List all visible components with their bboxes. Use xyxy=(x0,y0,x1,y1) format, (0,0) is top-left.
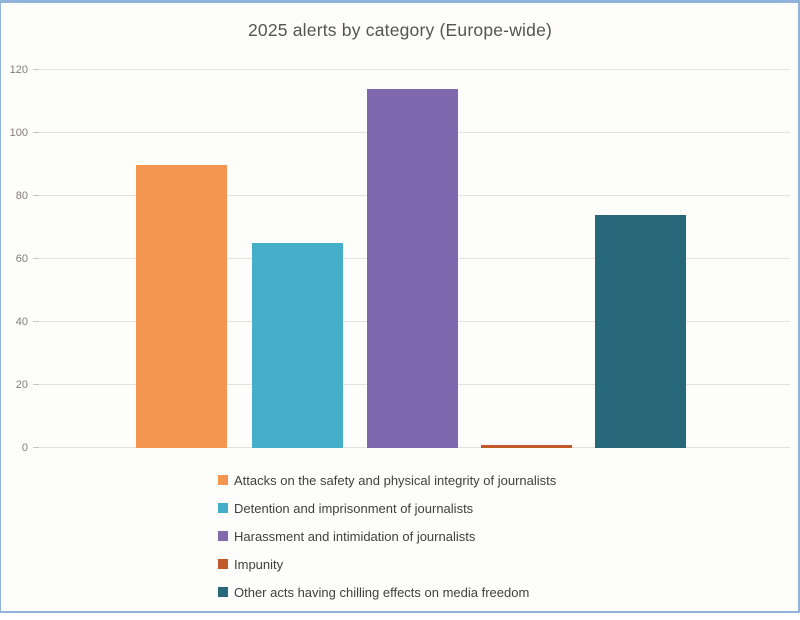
legend-item: Harassment and intimidation of journalis… xyxy=(218,529,556,544)
bar-0 xyxy=(136,164,227,448)
axis-tick-mark xyxy=(33,132,39,133)
axis-tick-mark xyxy=(33,258,39,259)
legend-color-swatch-icon xyxy=(218,503,228,513)
legend-label: Harassment and intimidation of journalis… xyxy=(234,529,476,544)
y-tick-label: 80 xyxy=(15,190,28,202)
plot-area xyxy=(33,69,790,448)
legend-color-swatch-icon xyxy=(218,559,228,569)
legend-label: Other acts having chilling effects on me… xyxy=(234,585,530,600)
y-axis: 0 20 40 60 80 100 120 xyxy=(0,64,30,454)
bar-1 xyxy=(252,243,343,448)
bar-3 xyxy=(481,444,572,448)
y-tick-label: 60 xyxy=(15,253,28,265)
axis-tick-mark xyxy=(33,321,39,322)
y-tick-label: 120 xyxy=(9,64,28,76)
y-tick-label: 100 xyxy=(9,127,28,139)
legend-label: Detention and imprisonment of journalist… xyxy=(234,501,474,516)
y-tick-label: 0 xyxy=(21,442,28,454)
legend-color-swatch-icon xyxy=(218,587,228,597)
legend-item: Impunity xyxy=(218,557,556,572)
y-tick-label: 40 xyxy=(15,316,28,328)
axis-tick-mark xyxy=(33,447,39,448)
chart-title: 2025 alerts by category (Europe-wide) xyxy=(247,20,553,40)
bar-4 xyxy=(595,214,686,448)
gridline xyxy=(35,69,790,70)
axis-tick-mark xyxy=(33,195,39,196)
legend: Attacks on the safety and physical integ… xyxy=(218,473,556,613)
legend-item: Attacks on the safety and physical integ… xyxy=(218,473,556,488)
bar-2 xyxy=(367,88,458,448)
axis-tick-mark xyxy=(33,69,39,70)
legend-color-swatch-icon xyxy=(218,531,228,541)
legend-item: Detention and imprisonment of journalist… xyxy=(218,501,556,516)
axis-tick-mark xyxy=(33,384,39,385)
legend-label: Impunity xyxy=(234,557,284,572)
legend-label: Attacks on the safety and physical integ… xyxy=(234,473,557,488)
y-tick-label: 20 xyxy=(15,379,28,391)
legend-item: Other acts having chilling effects on me… xyxy=(218,585,556,600)
legend-color-swatch-icon xyxy=(218,475,228,485)
